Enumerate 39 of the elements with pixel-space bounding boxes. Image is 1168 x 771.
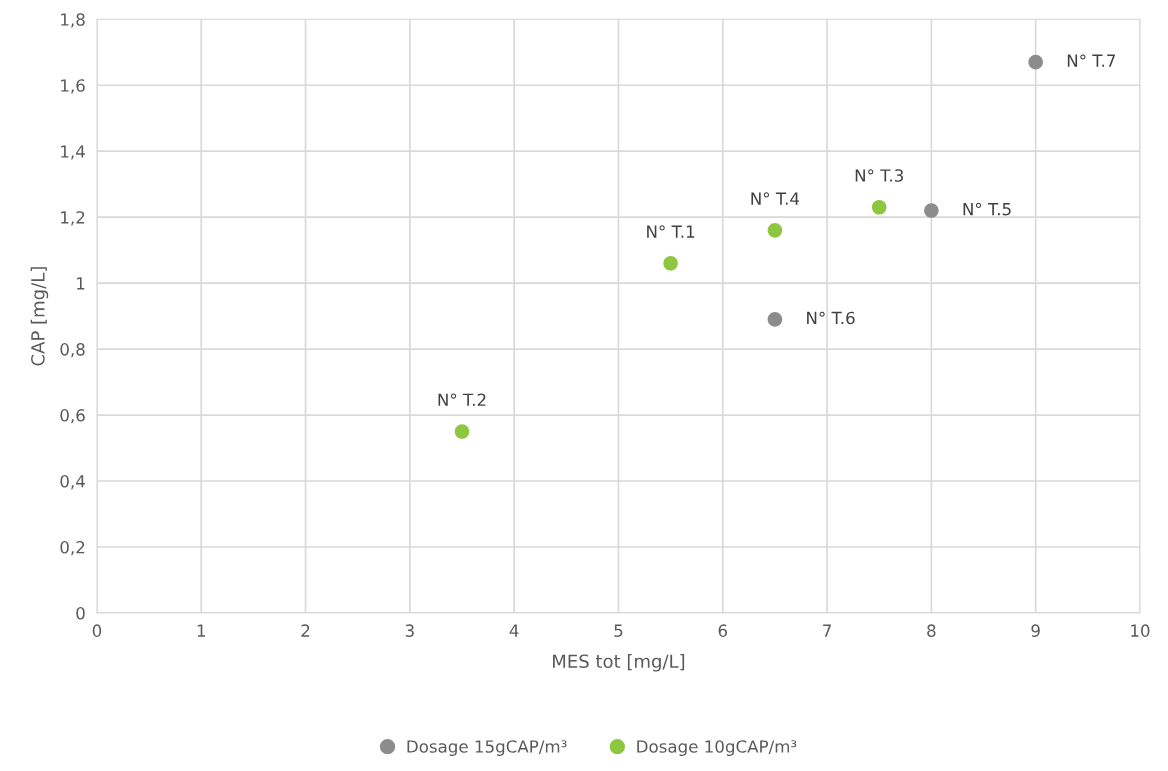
y-tick-label: 0 [76,606,85,620]
y-axis-title: CAP [mg/L] [30,267,49,366]
point [767,223,783,238]
annotation: N° T.5 [963,202,1011,216]
point [454,424,470,439]
x-tick-label: 1 [197,624,206,637]
y-tick-label: 1,8 [61,13,85,28]
y-tick-label: 0,8 [60,343,85,358]
x-tick-label: 5 [614,624,623,637]
y-tick-label: 0,6 [60,409,85,424]
annotation: N° T.3 [855,169,903,182]
point [767,312,783,327]
point [871,199,887,215]
x-tick-label: 3 [405,624,414,637]
legend-label: Dosage 15gCAP/m³ [407,740,567,756]
x-tick-label: 7 [823,624,831,637]
legend-label: Dosage 10gCAP/m³ [637,740,797,756]
point [1028,54,1043,70]
x-tick-label: 8 [927,624,936,637]
x-tick-label: 10 [1131,624,1150,637]
y-tick-label: 0,4 [60,474,85,490]
annotation: N° T.6 [807,311,855,325]
x-tick-label: 2 [301,624,310,637]
y-tick-label: 1,4 [61,145,85,160]
annotation: N° T.2 [438,393,486,406]
y-tick-label: 1,6 [61,79,85,94]
point [924,203,939,218]
y-tick-label: 1 [77,277,85,290]
x-tick-label: 0 [92,624,102,637]
y-tick-label: 1,2 [61,211,85,226]
x-tick-label: 9 [1031,624,1040,637]
x-axis-title: MES tot [mg/L] [553,654,685,672]
point [663,256,678,271]
x-tick-label: 6 [718,624,728,637]
x-tick-label: 4 [509,624,519,637]
annotation: N° T.4 [751,192,800,205]
y-tick-label: 0,2 [60,540,85,556]
annotation: N° T.7 [1067,54,1115,67]
annotation: N° T.1 [647,225,695,238]
